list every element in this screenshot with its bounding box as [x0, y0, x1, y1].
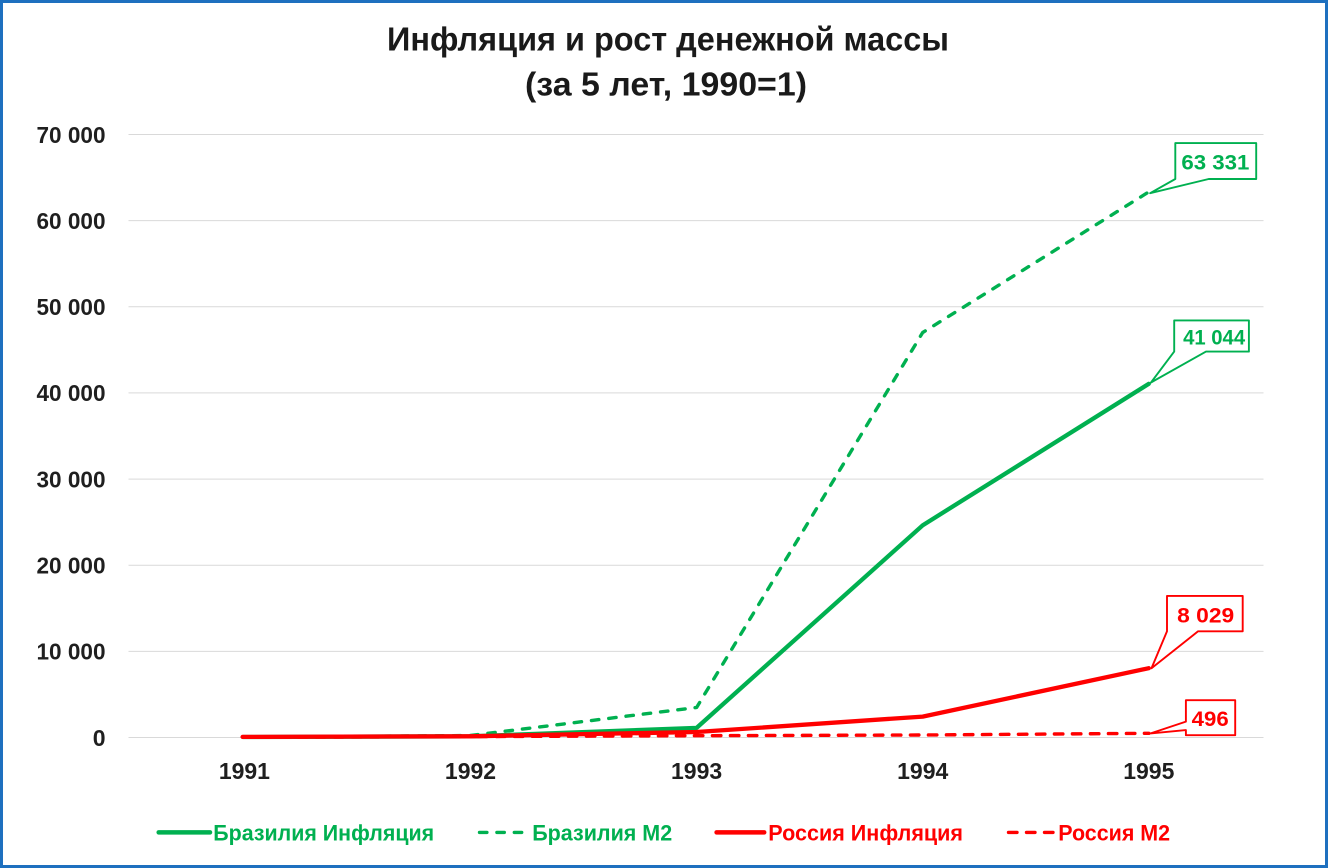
svg-text:8 029: 8 029 — [1177, 604, 1234, 627]
svg-text:1993: 1993 — [671, 758, 722, 784]
svg-text:Бразилия М2: Бразилия М2 — [532, 820, 672, 845]
svg-text:Инфляция и рост денежной массы: Инфляция и рост денежной массы — [387, 21, 949, 58]
svg-text:0: 0 — [93, 725, 106, 751]
svg-text:30 000: 30 000 — [37, 466, 106, 492]
svg-text:10 000: 10 000 — [37, 639, 106, 665]
svg-text:Россия М2: Россия М2 — [1058, 820, 1170, 845]
svg-text:70 000: 70 000 — [37, 122, 106, 148]
svg-text:(за 5 лет, 1990=1): (за 5 лет, 1990=1) — [525, 66, 807, 103]
svg-text:20 000: 20 000 — [37, 553, 106, 579]
svg-text:1994: 1994 — [897, 758, 948, 784]
svg-text:1995: 1995 — [1123, 758, 1174, 784]
svg-text:41 044: 41 044 — [1183, 326, 1245, 349]
svg-text:1992: 1992 — [445, 758, 496, 784]
svg-text:40 000: 40 000 — [37, 380, 106, 406]
svg-text:60 000: 60 000 — [37, 208, 106, 234]
svg-text:1991: 1991 — [219, 758, 270, 784]
svg-text:63 331: 63 331 — [1181, 152, 1249, 175]
svg-text:496: 496 — [1192, 708, 1229, 731]
svg-text:Бразилия Инфляция: Бразилия Инфляция — [213, 820, 434, 845]
svg-text:50 000: 50 000 — [37, 294, 106, 320]
svg-text:Россия Инфляция: Россия Инфляция — [768, 820, 963, 845]
